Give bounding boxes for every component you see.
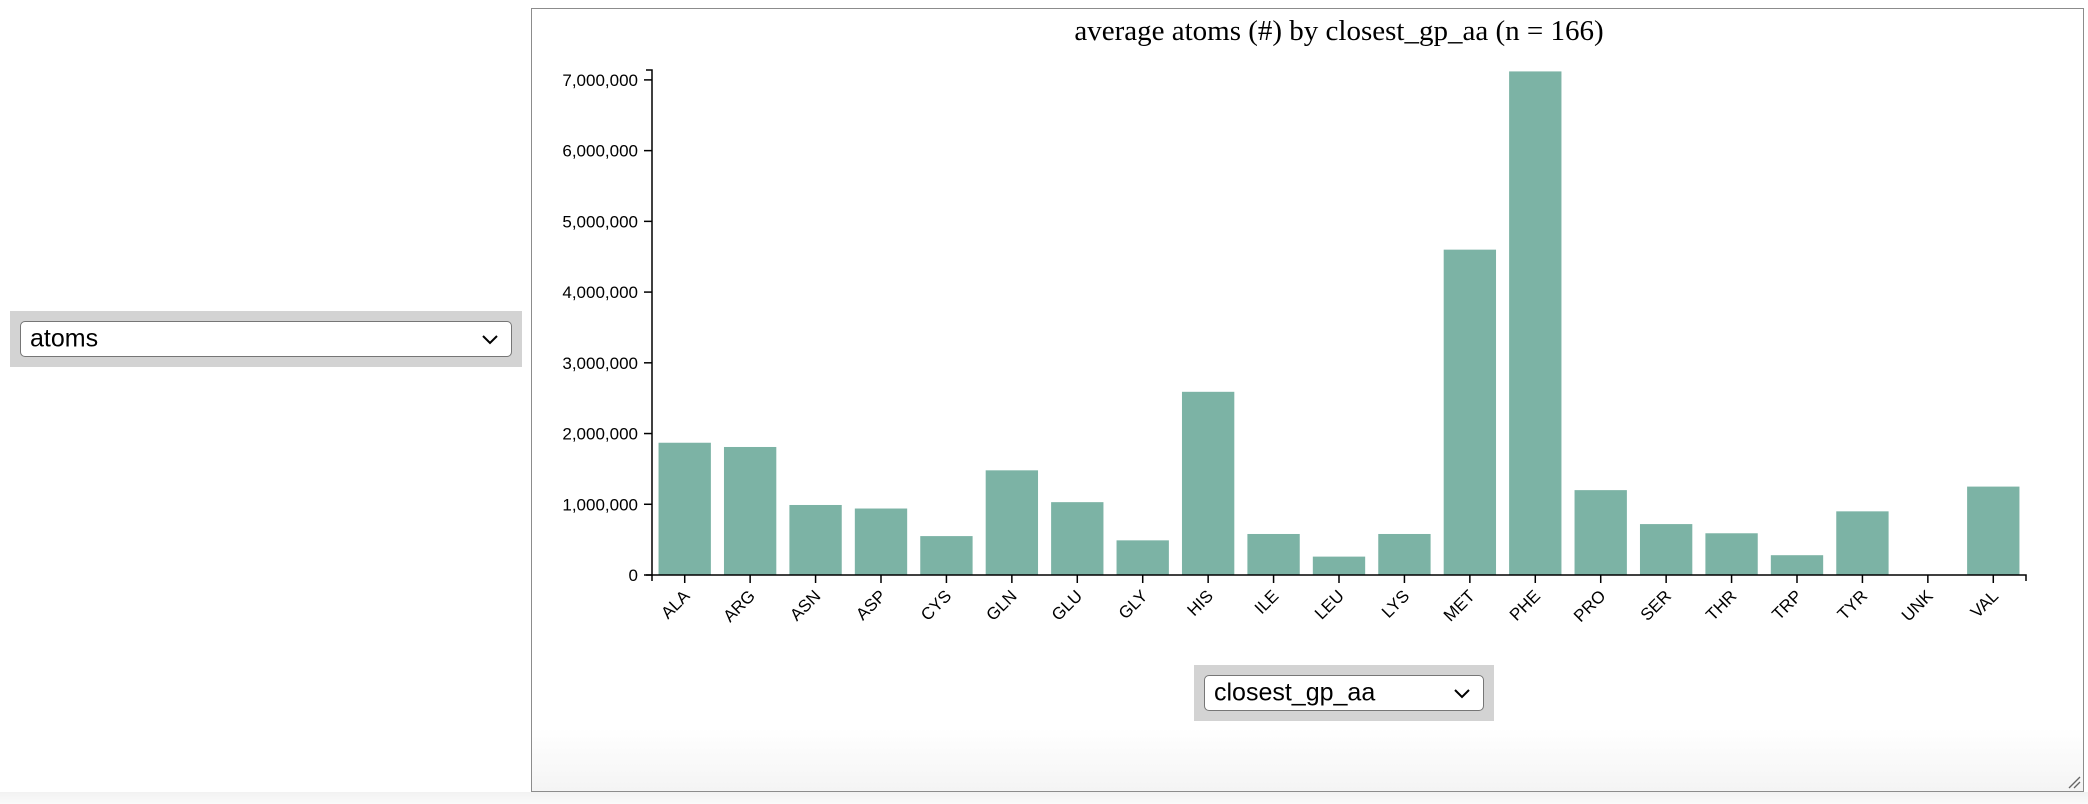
y-tick-label: 2,000,000 bbox=[562, 425, 638, 444]
bar-leu bbox=[1312, 556, 1366, 575]
y-tick-label: 7,000,000 bbox=[562, 71, 638, 90]
y-variable-select[interactable]: atoms bbox=[20, 321, 512, 357]
x-tick-label-his: HIS bbox=[1183, 586, 1216, 619]
resize-handle-icon[interactable] bbox=[2065, 773, 2081, 789]
bar-ile bbox=[1247, 533, 1300, 575]
x-tick-label-lys: LYS bbox=[1378, 586, 1413, 621]
bar-val bbox=[1967, 486, 2020, 575]
x-tick-label-gly: GLY bbox=[1115, 586, 1152, 623]
bar-phe bbox=[1509, 71, 1562, 575]
bar-arg bbox=[723, 446, 777, 575]
x-tick-label-leu: LEU bbox=[1311, 586, 1348, 623]
y-variable-select-wrapper: atoms bbox=[10, 311, 522, 367]
x-variable-select[interactable]: closest_gp_aa bbox=[1204, 675, 1484, 711]
x-tick-label-ile: ILE bbox=[1251, 586, 1282, 617]
bar-lys bbox=[1378, 533, 1431, 575]
x-tick-label-gln: GLN bbox=[983, 586, 1021, 624]
bar-gln bbox=[985, 470, 1039, 575]
x-tick-label-pro: PRO bbox=[1570, 586, 1609, 625]
x-variable-select-wrapper: closest_gp_aa bbox=[1194, 665, 1494, 721]
x-tick-label-unk: UNK bbox=[1898, 586, 1937, 625]
bar-his bbox=[1181, 391, 1235, 575]
x-tick-label-asp: ASP bbox=[852, 586, 889, 623]
bar-cys bbox=[920, 536, 973, 575]
x-tick-label-asn: ASN bbox=[786, 586, 824, 624]
y-tick-label: 5,000,000 bbox=[562, 212, 638, 231]
bar-ser bbox=[1639, 524, 1693, 575]
bar-asp bbox=[854, 508, 908, 575]
x-tick-label-trp: TRP bbox=[1768, 586, 1805, 623]
x-tick-label-arg: ARG bbox=[719, 586, 758, 625]
x-tick-label-val: VAL bbox=[1967, 586, 2002, 621]
bar-asn bbox=[789, 504, 842, 575]
y-tick-label: 0 bbox=[629, 566, 638, 585]
y-tick-label: 1,000,000 bbox=[562, 495, 638, 514]
y-axis: 0 1,000,000 2,000,000 3,000,000 4,000,000 5,0… bbox=[562, 69, 653, 585]
bar-tyr bbox=[1836, 511, 1889, 575]
x-tick-label-phe: PHE bbox=[1506, 586, 1544, 624]
chart-panel bbox=[531, 8, 2084, 792]
bar-gly bbox=[1116, 540, 1169, 575]
x-tick-label-glu: GLU bbox=[1048, 586, 1086, 624]
bar-met bbox=[1443, 249, 1497, 575]
y-axis-line bbox=[646, 69, 653, 576]
y-variable-select-value: atoms bbox=[30, 324, 99, 353]
y-tick-label: 3,000,000 bbox=[562, 354, 638, 373]
x-tick-label-thr: THR bbox=[1702, 586, 1740, 624]
chevron-down-icon bbox=[1454, 689, 1470, 699]
bar-ala bbox=[658, 442, 711, 575]
page-bottom-edge bbox=[0, 792, 2088, 804]
chevron-down-icon bbox=[482, 335, 498, 345]
bar-trp bbox=[1770, 555, 1824, 575]
bar-glu bbox=[1051, 502, 1104, 575]
bar-thr bbox=[1705, 533, 1758, 575]
x-tick-label-cys: CYS bbox=[917, 586, 955, 624]
chart-title: average atoms (#) by closest_gp_aa (n = … bbox=[1074, 15, 1603, 47]
bar-pro bbox=[1574, 490, 1627, 575]
y-tick-label: 4,000,000 bbox=[562, 283, 638, 302]
y-tick-label: 6,000,000 bbox=[562, 142, 638, 161]
x-tick-label-ala: ALA bbox=[657, 586, 694, 623]
x-tick-label-tyr: TYR bbox=[1834, 586, 1871, 623]
x-variable-select-value: closest_gp_aa bbox=[1214, 678, 1376, 707]
bars-group bbox=[658, 71, 2020, 575]
x-axis: ALA ARG ASN ASP CYS GLN GLU GLY HIS ILE LEU LYS MET P… bbox=[651, 574, 2027, 626]
x-tick-label-met: MET bbox=[1440, 586, 1479, 625]
x-tick-label-ser: SER bbox=[1637, 586, 1675, 624]
